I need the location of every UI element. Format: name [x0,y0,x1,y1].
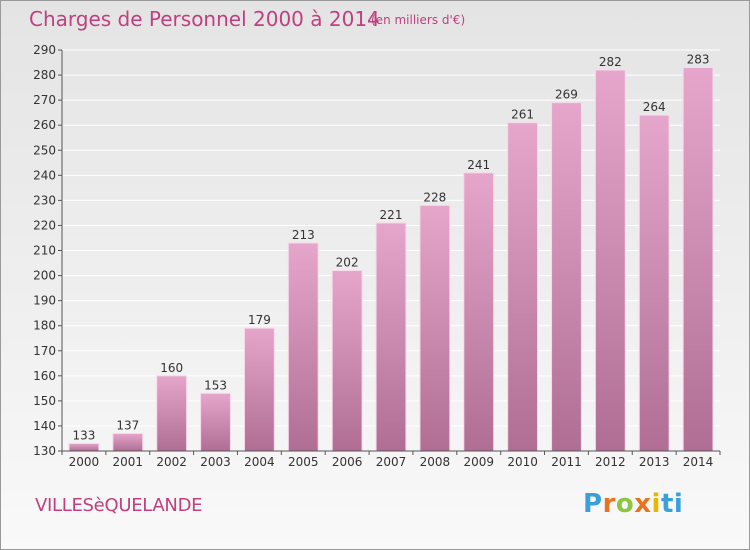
data-label: 283 [687,53,710,67]
data-label: 202 [336,256,359,270]
y-tick-label: 230 [33,193,56,207]
bar [682,67,714,452]
data-label: 179 [248,313,271,327]
data-label: 137 [116,418,139,432]
commune-name: VILLESèQUELANDE [35,495,203,516]
data-label: 160 [160,361,183,375]
y-tick-label: 130 [33,444,56,458]
data-labels: 133 137 160 153 179 213 202 221 228 241 261 269 282 2… [72,53,709,443]
bar [156,375,188,452]
y-tick-label: 210 [33,244,56,258]
data-label: 282 [599,55,622,69]
bar [419,204,451,452]
data-label: 153 [204,378,227,392]
x-tick-label: 2006 [332,455,363,469]
bar [594,69,626,452]
x-tick-label: 2010 [507,455,538,469]
y-tick-label: 250 [33,143,56,157]
bar [68,442,100,452]
logo-letter: i [651,489,661,519]
y-tick-label: 160 [33,369,56,383]
data-label: 221 [380,208,403,222]
data-label: 228 [423,190,446,204]
x-tick-label: 2004 [244,455,275,469]
y-tick-label: 190 [33,294,56,308]
chart-title: Charges de Personnel 2000 à 2014 [29,7,380,31]
y-tick-label: 280 [33,68,56,82]
x-tick-label: 2014 [683,455,714,469]
y-tick-label: 260 [33,118,56,132]
y-tick-label: 240 [33,168,56,182]
y-tick-label: 270 [33,93,56,107]
x-tick-label: 2001 [113,455,144,469]
y-tick-label: 170 [33,344,56,358]
data-label: 269 [555,88,578,102]
data-label: 261 [511,108,534,122]
bar [463,172,495,452]
x-tick-label: 2008 [420,455,451,469]
bar [243,327,275,452]
bar [200,392,231,452]
logo-letter: P [583,489,603,519]
logo-letter: o [615,489,635,519]
x-tick-label: 2011 [551,455,582,469]
x-tick-label: 2007 [376,455,407,469]
data-label: 264 [643,100,666,114]
logo-letter: t [660,489,674,519]
y-tick-label: 290 [33,43,56,57]
y-tick-label: 150 [33,394,56,408]
y-tick-label: 180 [33,319,56,333]
logo-letter: i [673,489,684,519]
logo-letter: x [634,489,652,519]
data-label: 213 [292,228,315,242]
bar [507,122,539,452]
y-tick-label: 140 [33,419,56,433]
x-tick-label: 2013 [639,455,670,469]
bar [112,432,144,452]
proxiti-logo: Proxiti [583,489,683,519]
x-tick-label: 2005 [288,455,319,469]
x-tick-label: 2002 [156,455,187,469]
data-label: 241 [467,158,490,172]
x-tick-label: 2000 [69,455,100,469]
bar [287,242,319,452]
logo-letter: r [602,489,616,519]
x-tick-label: 2009 [463,455,494,469]
bar [551,102,582,452]
axes: 130 140 150 160 170 180 190 200 210 220 230 240 250 2… [33,43,721,469]
bar [331,270,363,452]
bar [638,114,670,452]
chart-subtitle: (en milliers d'€) [371,13,466,27]
y-tick-label: 220 [33,218,56,232]
x-tick-label: 2012 [595,455,626,469]
x-tick-label: 2003 [200,455,231,469]
bar [375,222,407,452]
y-tick-label: 200 [33,269,56,283]
data-label: 133 [72,428,95,442]
bars [68,67,714,452]
